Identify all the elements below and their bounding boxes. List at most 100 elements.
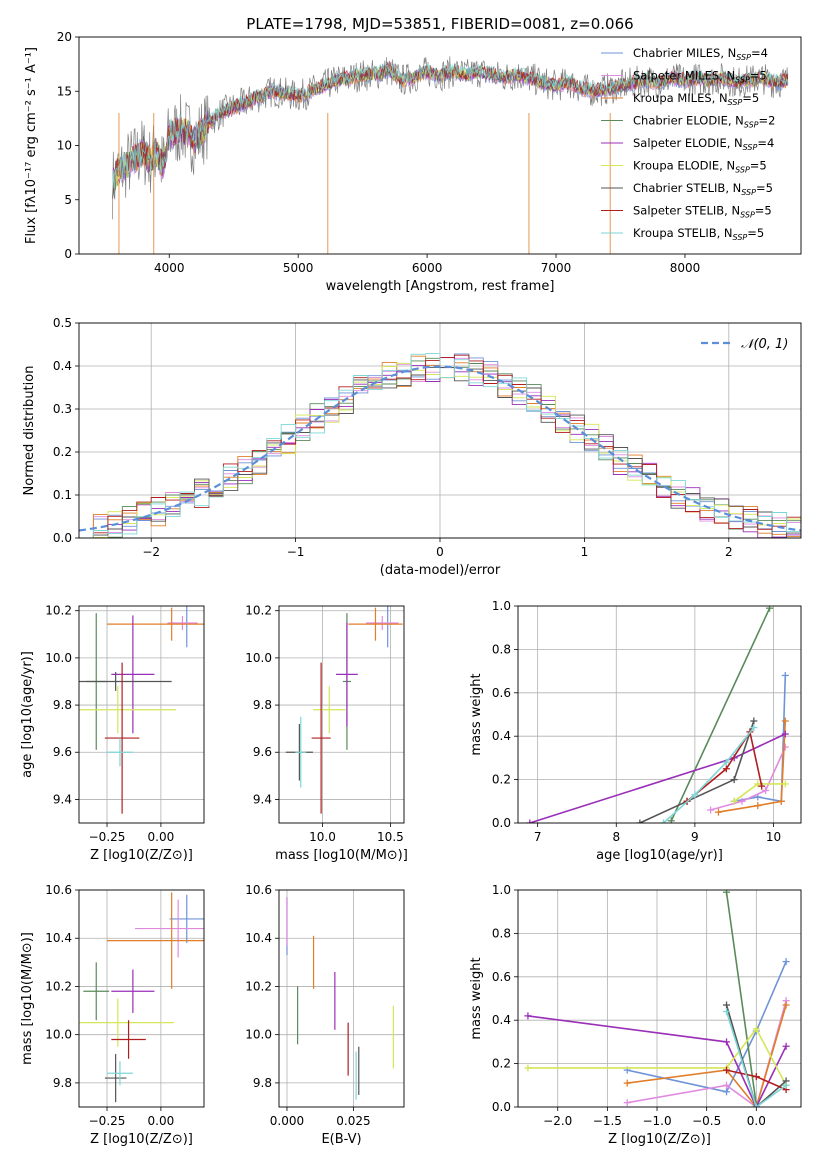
y-tick-label: 9.4 [253, 792, 272, 806]
legend: 𝒩(0, 1) [701, 337, 788, 352]
x-tick-label: 10.5 [377, 830, 404, 844]
legend-label-main: Chabrier STELIB, N [633, 181, 741, 195]
x-tick-label: 0.0 [747, 1114, 766, 1128]
y-tick-label: 0.6 [492, 970, 511, 984]
axes-frame [278, 605, 405, 824]
histogram-step [79, 353, 801, 538]
legend-label-sub: SSP [728, 98, 743, 107]
y-tick-label: 10.6 [45, 883, 72, 897]
legend-label-main: Chabrier ELODIE, N [633, 114, 744, 128]
y-tick-label: 10.2 [245, 979, 272, 993]
legend-label-tail: =5 [750, 159, 767, 173]
legend-label-main: Kroupa STELIB, N [633, 226, 733, 240]
legend-label-tail: =5 [755, 204, 772, 218]
weight-line [670, 607, 771, 822]
legend-label-main: Salpeter ELODIE, N [633, 136, 743, 150]
y-axis-label: Normed distribution [22, 366, 37, 496]
legend-label-main: Kroupa MILES, N [633, 91, 728, 105]
legend-label-tail: =2 [759, 114, 776, 128]
y-tick-label: 0.8 [492, 642, 511, 656]
weight-line [725, 892, 758, 1105]
chart-panel-4: 7 8 9 10 0.0 0.2 0.4 0.6 0.8 1.0 age [log10(age/yr… [469, 599, 802, 863]
chart-panel-1: −2 −1 0 1 2 0.0 0.1 0.2 0.3 0.4 0.5 (data-model)/er… [22, 316, 802, 578]
axes-frame [78, 605, 205, 824]
x-tick-label: 6000 [412, 261, 443, 275]
x-tick-label: −2.0 [543, 1114, 572, 1128]
y-tick-label: 10 [57, 139, 72, 153]
legend-label: Chabrier MILES, NSSP=4 [633, 46, 768, 62]
axes-frame [517, 889, 802, 1108]
y-tick-label: 9.8 [253, 698, 272, 712]
legend-label: Chabrier ELODIE, NSSP=2 [633, 114, 775, 130]
y-tick-label: 0.5 [53, 316, 72, 330]
legend-label: Salpeter STELIB, NSSP=5 [633, 204, 772, 220]
error-bars [285, 606, 403, 814]
legend-label-tail: =5 [756, 181, 773, 195]
y-tick-label: 9.8 [253, 1076, 272, 1090]
x-tick-label: 1 [581, 545, 589, 559]
x-tick-label: −0.25 [89, 830, 126, 844]
x-tick-label: −0.5 [692, 1114, 721, 1128]
legend-label: Salpeter MILES, NSSP=5 [633, 69, 767, 85]
weight-line [725, 1011, 787, 1107]
legend-label-sub: SSP [744, 121, 759, 130]
y-tick-label: 9.4 [53, 792, 72, 806]
x-tick-label: 4000 [154, 261, 185, 275]
y-tick-label: 0.8 [492, 926, 511, 940]
legend-label: Kroupa ELODIE, NSSP=5 [633, 159, 767, 175]
y-axis-label: age [log10(age/yr)] [20, 651, 35, 778]
y-tick-label: 10.6 [245, 883, 272, 897]
x-tick-label: −2 [142, 545, 160, 559]
y-axis-label: mass weight [469, 957, 484, 1039]
y-tick-label: 0.4 [492, 1013, 511, 1027]
y-tick-label: 0.4 [492, 729, 511, 743]
y-tick-label: 10.0 [45, 651, 72, 665]
error-bars [286, 897, 394, 1100]
x-axis-label: mass [log10(M/M⊙)] [275, 848, 408, 863]
y-tick-label: 0.2 [492, 1057, 511, 1071]
y-tick-label: 0.0 [53, 531, 72, 545]
weight-line [725, 1004, 787, 1107]
y-tick-label: 15 [57, 84, 72, 98]
axes-frame [278, 889, 405, 1108]
gaussian-curve [79, 365, 801, 532]
weight-line [639, 720, 755, 823]
y-tick-label: 0.1 [53, 488, 72, 502]
weight-line [686, 729, 763, 802]
x-axis-label: wavelength [Angstrom, rest frame] [326, 279, 555, 294]
y-tick-label: 5 [64, 193, 72, 207]
x-axis-label: age [log10(age/yr)] [596, 848, 723, 863]
x-tick-label: 0 [436, 545, 444, 559]
axes-frame [78, 36, 802, 255]
y-tick-label: 0.3 [53, 402, 72, 416]
chart-panel-7: −2.0 −1.5 −1.0 −0.5 0.0 0.0 0.2 0.4 0.6 0.8 1.0 Z [… [469, 883, 802, 1147]
legend-label-tail: =5 [747, 226, 764, 240]
error-bars [79, 892, 204, 1103]
weight-lines [526, 606, 789, 823]
legend-label-main: Salpeter STELIB, N [633, 204, 740, 218]
legend-label-tail: =5 [750, 69, 767, 83]
legend-label-main: Salpeter MILES, N [633, 69, 735, 83]
axes-frame [78, 322, 802, 539]
weight-line [710, 746, 787, 811]
x-axis-label: Z [log10(Z/Z⊙)] [90, 1132, 193, 1147]
legend-label: Kroupa MILES, NSSP=5 [633, 91, 759, 107]
y-tick-label: 20 [57, 30, 72, 44]
y-tick-label: 9.6 [253, 745, 272, 759]
weight-line [662, 727, 755, 823]
y-tick-label: 0.2 [492, 773, 511, 787]
x-tick-label: 9 [691, 830, 699, 844]
axes-frame [78, 889, 205, 1108]
x-tick-label: 8000 [670, 261, 701, 275]
y-tick-label: 9.6 [53, 745, 72, 759]
y-tick-label: 9.8 [53, 698, 72, 712]
x-tick-label: −1.5 [593, 1114, 622, 1128]
x-axis-label: Z [log10(Z/Z⊙)] [608, 1132, 711, 1147]
legend-label-tail: =4 [751, 46, 768, 60]
x-tick-label: 0.00 [148, 830, 175, 844]
figure-title: PLATE=1798, MJD=53851, FIBERID=0081, z=0… [246, 15, 633, 33]
weight-line [529, 733, 786, 823]
